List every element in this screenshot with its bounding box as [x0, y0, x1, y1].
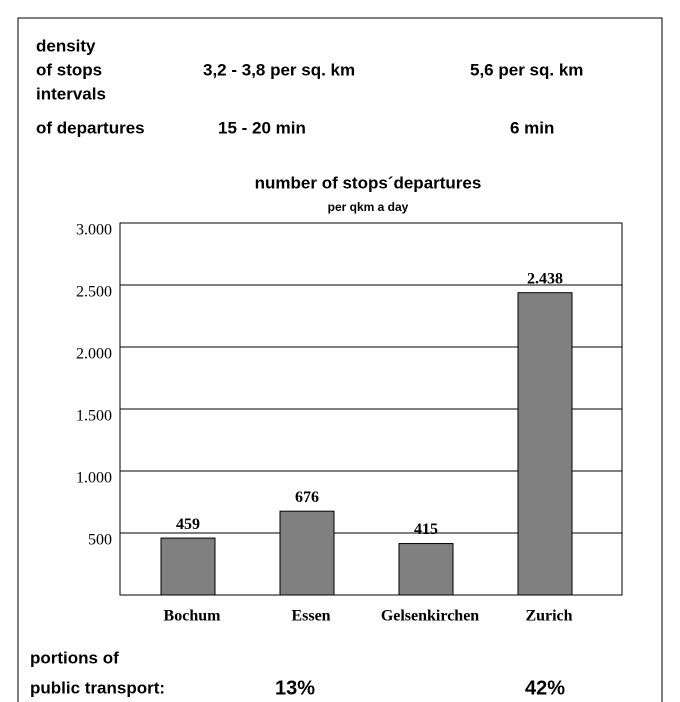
x-tick-label: Bochum [164, 608, 222, 625]
chart-subtitle: per qkm a day [328, 200, 409, 214]
x-tick-label: Zurich [525, 608, 572, 625]
header-text: of departures [36, 118, 145, 137]
y-tick-label: 1.500 [76, 408, 112, 425]
footer-text: 13% [275, 677, 315, 699]
y-tick-label: 500 [88, 532, 112, 549]
header-text: 3,2 - 3,8 per sq. km [203, 60, 355, 79]
x-tick-label: Gelsenkirchen [381, 608, 479, 625]
value-label: 676 [295, 489, 319, 506]
y-tick-label: 2.500 [76, 284, 112, 301]
bar [398, 543, 454, 596]
header-text: intervals [36, 84, 106, 103]
bar [517, 292, 573, 596]
y-tick-label: 2.000 [76, 346, 112, 363]
header-text: 5,6 per sq. km [470, 60, 583, 79]
footer-text: 42% [525, 677, 565, 699]
chart-title: number of stops´departures [255, 173, 482, 192]
header-text: density [36, 36, 96, 55]
x-tick-label: Essen [291, 608, 330, 625]
footer-text: public transport: [30, 678, 165, 697]
header-text: 6 min [510, 118, 554, 137]
y-tick-label: 1.000 [76, 470, 112, 487]
y-tick-label: 3.000 [76, 222, 112, 239]
value-label: 415 [414, 521, 438, 538]
bar [160, 537, 216, 596]
header-text: 15 - 20 min [218, 118, 306, 137]
value-label: 459 [176, 516, 200, 533]
bar [279, 510, 335, 596]
header-text: of stops [36, 60, 102, 79]
footer-text: portions of [30, 648, 119, 667]
value-label: 2.438 [527, 270, 563, 287]
frame [17, 17, 663, 702]
